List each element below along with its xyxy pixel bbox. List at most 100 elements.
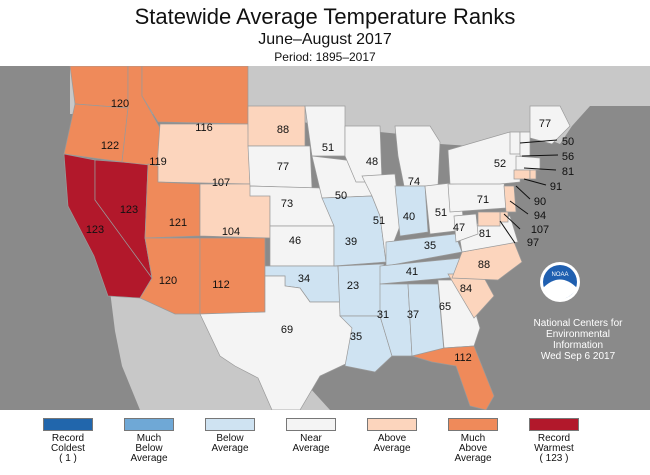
- state-ct: [513, 169, 531, 180]
- rank-label-wi: 48: [366, 156, 378, 168]
- rank-label-ut: 121: [169, 217, 187, 229]
- legend-item-near: Near Average: [276, 418, 346, 454]
- rank-label-ok: 34: [298, 273, 310, 285]
- state-nm: [199, 237, 266, 315]
- legend-label: ( 1 ): [59, 453, 77, 464]
- state-nj: [503, 185, 517, 213]
- rank-label-de: 94: [534, 210, 546, 222]
- rank-label-co: 104: [222, 226, 240, 238]
- rank-label-mt: 116: [195, 122, 213, 134]
- rank-label-nh: 56: [562, 151, 574, 163]
- state-wv: [453, 213, 479, 243]
- legend-label: Much: [460, 433, 486, 444]
- noaa-line-4: Wed Sep 6 2017: [540, 351, 616, 362]
- legend-label: Warmest: [534, 443, 574, 454]
- rank-label-fl: 112: [454, 352, 472, 364]
- legend-swatch: [529, 418, 579, 431]
- rank-label-nv: 123: [120, 204, 138, 216]
- rank-label-ca: 123: [86, 224, 104, 236]
- legend-label: Coldest: [51, 443, 85, 454]
- rank-label-tx: 69: [281, 324, 293, 336]
- rank-label-az: 120: [159, 275, 177, 287]
- rank-label-nj: 90: [534, 196, 546, 208]
- rank-label-ks: 46: [289, 235, 301, 247]
- rank-label-pa: 71: [477, 194, 489, 206]
- map-subtitle: June–August 2017: [258, 31, 392, 48]
- noaa-logo-text: NOAA: [551, 272, 568, 278]
- state-ma: [515, 155, 541, 171]
- legend-swatch: [367, 418, 417, 431]
- rank-label-va: 81: [479, 228, 491, 240]
- rank-label-ia: 50: [335, 190, 347, 202]
- state-ks: [269, 225, 335, 267]
- rank-label-me: 77: [539, 118, 551, 130]
- state-fl: [410, 345, 495, 410]
- rank-label-ma: 81: [562, 166, 574, 178]
- rank-label-al: 37: [407, 309, 419, 321]
- legend-label: Average: [292, 443, 330, 454]
- rank-label-ar: 23: [347, 280, 359, 292]
- legend-item-above: Above Average: [357, 418, 427, 454]
- rank-label-il: 51: [373, 215, 385, 227]
- legend-label: Record: [51, 433, 85, 444]
- legend-label: Average: [373, 443, 411, 454]
- rank-label-sc: 84: [460, 283, 472, 295]
- legend-label: ( 123 ): [539, 453, 569, 464]
- rank-label-ct: 91: [550, 181, 562, 193]
- state-vt: [509, 131, 521, 155]
- rank-label-oh: 51: [435, 207, 447, 219]
- legend-label: Record: [537, 433, 571, 444]
- state-in: [394, 185, 429, 237]
- rank-label-in: 40: [403, 211, 415, 223]
- legend-swatch: [124, 418, 174, 431]
- rank-label-ri: 97: [527, 237, 539, 249]
- legend-swatch: [448, 418, 498, 431]
- legend-label: Much: [136, 433, 162, 444]
- rank-label-nc: 88: [478, 259, 490, 271]
- legend-label: Above: [377, 433, 407, 444]
- legend-item-record-warmest: Record Warmest( 123 ): [519, 418, 589, 464]
- us-temperature-rank-map: 120 122 123 123 119 116 107 121 104 120 112 88 77 73 4…: [0, 66, 650, 410]
- leader-lines: [499, 139, 559, 244]
- rank-label-ga: 65: [439, 301, 451, 313]
- legend-label: Below: [135, 443, 163, 454]
- legend-item-much-above: Much Above Average: [438, 418, 508, 464]
- state-mt: [141, 66, 249, 125]
- map-title: Statewide Average Temperature Ranks: [134, 4, 516, 29]
- legend: Record Coldest( 1 ) Much Below Average Below A…: [0, 418, 650, 475]
- rank-label-wv: 47: [453, 222, 465, 234]
- legend-swatch: [286, 418, 336, 431]
- rank-label-ne: 73: [281, 198, 293, 210]
- rank-label-mn: 51: [322, 142, 334, 154]
- legend-item-below: Below Average: [195, 418, 265, 454]
- rank-label-md: 107: [531, 224, 549, 236]
- rank-label-or: 122: [101, 140, 119, 152]
- legend-label: Average: [211, 443, 249, 454]
- rank-label-ms: 31: [377, 309, 389, 321]
- rank-label-mo: 39: [345, 236, 357, 248]
- rank-label-wy: 107: [212, 177, 230, 189]
- legend-item-much-below: Much Below Average: [114, 418, 184, 464]
- period-label: Period: 1895–2017: [274, 50, 376, 64]
- noaa-line-3: Information: [552, 340, 604, 351]
- state-md: [477, 211, 501, 227]
- legend-swatch: [205, 418, 255, 431]
- noaa-line-1: National Centers for: [533, 318, 623, 329]
- rank-label-wa: 120: [111, 98, 129, 110]
- legend-label: Average: [130, 453, 168, 464]
- rank-label-nm: 112: [212, 279, 230, 291]
- rank-label-sd: 77: [277, 161, 289, 173]
- legend-label: Above: [458, 443, 488, 454]
- rank-label-id: 119: [149, 156, 167, 168]
- rank-label-ny: 52: [494, 158, 506, 170]
- rank-label-nd: 88: [277, 124, 289, 136]
- rank-label-ky: 35: [424, 240, 436, 252]
- legend-label: Near: [300, 433, 322, 444]
- state-ms: [379, 283, 413, 357]
- noaa-line-2: Environmental: [546, 329, 610, 340]
- rank-label-vt: 50: [562, 136, 574, 148]
- legend-label: Average: [454, 453, 492, 464]
- noaa-logo: NOAA: [540, 262, 580, 302]
- state-ri: [529, 169, 537, 180]
- rank-label-mi: 74: [408, 176, 420, 188]
